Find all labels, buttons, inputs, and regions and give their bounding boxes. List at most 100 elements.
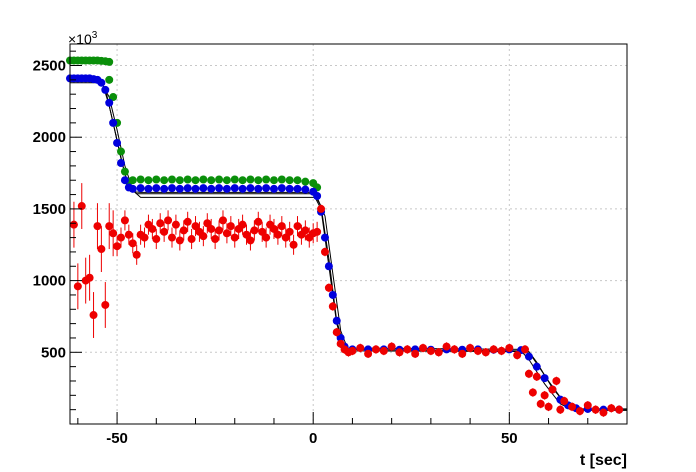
data-point <box>379 346 388 355</box>
data-point <box>175 236 184 245</box>
data-point <box>524 352 533 361</box>
data-point <box>183 217 192 226</box>
data-point <box>269 176 278 185</box>
data-point <box>93 222 102 231</box>
data-point <box>273 230 282 239</box>
data-point <box>230 233 239 242</box>
data-point <box>560 397 569 406</box>
data-points <box>66 56 624 417</box>
data-point <box>167 233 176 242</box>
data-point <box>281 233 290 242</box>
data-point <box>183 175 192 184</box>
x-tick-label: 0 <box>309 430 317 447</box>
data-point <box>105 222 114 231</box>
data-point <box>324 262 333 271</box>
data-point <box>532 372 541 381</box>
data-point <box>187 235 196 244</box>
data-point <box>285 227 294 236</box>
data-point <box>179 226 188 235</box>
data-point <box>222 229 231 238</box>
data-point <box>199 184 208 193</box>
data-point <box>262 184 271 193</box>
data-point <box>328 290 337 299</box>
data-point <box>540 374 549 383</box>
data-point <box>450 345 459 354</box>
data-point <box>77 202 86 211</box>
data-point <box>615 405 624 414</box>
data-point <box>532 362 541 371</box>
data-point <box>254 217 263 226</box>
data-point <box>109 118 118 127</box>
data-point <box>246 236 255 245</box>
data-point <box>207 176 216 185</box>
data-point <box>254 184 263 193</box>
data-point <box>156 219 165 228</box>
x-tick-label: -50 <box>106 430 128 447</box>
data-point <box>238 220 247 229</box>
data-point <box>293 222 302 231</box>
data-point <box>113 242 122 251</box>
data-point <box>548 385 557 394</box>
data-point <box>160 227 169 236</box>
tick-labels: -50 0 50 500 1000 1500 2000 2500 <box>33 58 518 447</box>
data-point <box>607 404 616 413</box>
data-point <box>262 233 271 242</box>
data-point <box>250 226 259 235</box>
y-tick-label: 1000 <box>33 273 66 290</box>
data-point <box>73 282 82 291</box>
data-point <box>313 227 322 236</box>
data-point <box>332 328 341 337</box>
data-point <box>136 184 145 193</box>
data-point <box>481 348 490 357</box>
data-point <box>230 184 239 193</box>
data-point <box>97 78 106 87</box>
data-point <box>371 345 380 354</box>
data-point <box>167 184 176 193</box>
data-point <box>556 405 565 414</box>
data-point <box>568 402 577 411</box>
data-point <box>324 283 333 292</box>
data-point <box>242 230 251 239</box>
data-point <box>591 405 600 414</box>
data-point <box>497 346 506 355</box>
data-point <box>120 167 129 176</box>
data-point <box>152 175 161 184</box>
data-point <box>301 226 310 235</box>
data-point <box>301 177 310 186</box>
data-point <box>140 233 149 242</box>
data-point <box>332 316 341 325</box>
data-point <box>524 369 533 378</box>
data-point <box>175 176 184 185</box>
data-point <box>575 407 584 416</box>
data-point <box>336 339 345 348</box>
data-point <box>171 220 180 229</box>
data-point <box>258 227 267 236</box>
data-point <box>160 176 169 185</box>
data-point <box>218 216 227 225</box>
data-point <box>528 388 537 397</box>
data-point <box>521 345 530 354</box>
data-point <box>109 93 118 102</box>
y-tick-label: 2500 <box>33 58 66 75</box>
x-tick-label: 50 <box>501 430 518 447</box>
data-point <box>356 344 365 352</box>
data-point <box>207 184 216 193</box>
data-point <box>113 138 122 147</box>
data-point <box>69 220 78 229</box>
data-point <box>285 184 294 193</box>
data-point <box>254 176 263 185</box>
data-point <box>262 175 271 184</box>
data-point <box>473 346 482 355</box>
data-point <box>101 300 110 309</box>
data-point <box>293 176 302 185</box>
data-point <box>277 175 286 184</box>
data-point <box>136 175 145 184</box>
data-point <box>199 232 208 241</box>
data-point <box>183 184 192 193</box>
data-point <box>120 216 129 225</box>
data-point <box>426 346 435 355</box>
data-point <box>269 224 278 233</box>
data-point <box>116 233 125 242</box>
